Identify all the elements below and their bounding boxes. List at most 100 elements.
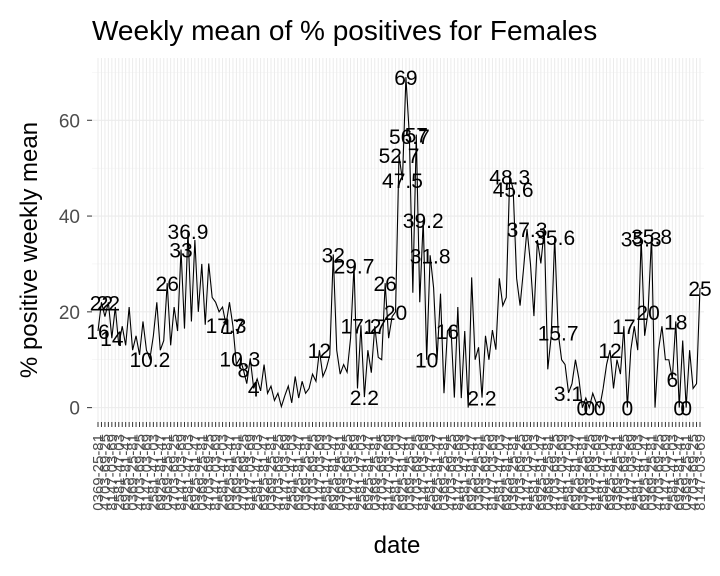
x-tick-label: 8147-03-69 [346, 434, 363, 511]
x-tick-label: 6925-81-47 [221, 434, 238, 511]
data-label: 17 [221, 316, 244, 339]
x-tick-label: 6925-81-47 [464, 434, 481, 511]
data-label: 0 [594, 398, 606, 421]
x-tick-label: 6925-81-47 [671, 434, 688, 511]
x-tick-label: 2581-47-03 [561, 434, 578, 511]
x-tick-label: 8147-03-69 [484, 434, 501, 511]
data-label: 15.7 [538, 322, 579, 345]
data-label: 45.6 [493, 179, 534, 202]
x-tick-label: 8147-03-69 [657, 434, 674, 511]
x-tick-label: 0369-25-81 [228, 434, 245, 511]
x-tick-label: 0369-25-81 [332, 434, 349, 511]
x-tick-label: 2581-47-03 [215, 434, 232, 511]
data-label: 16 [436, 321, 459, 344]
x-tick-label: 4703-69-25 [132, 434, 149, 511]
x-tick-label: 0369-25-81 [574, 434, 591, 511]
data-label: 20 [384, 302, 407, 325]
data-label: 0 [622, 398, 634, 421]
x-tick-label: 6925-81-47 [187, 434, 204, 511]
x-tick-label: 6925-81-47 [256, 434, 273, 511]
x-tick-label: 2581-47-03 [388, 434, 405, 511]
data-label: 0 [583, 398, 595, 421]
data-label: 20 [636, 302, 659, 325]
y-tick-label: 20 [59, 303, 80, 324]
data-label: 17.3 [206, 315, 247, 338]
data-label: 22 [97, 292, 120, 315]
data-label: 33 [169, 240, 192, 263]
x-tick-label: 2581-47-03 [318, 434, 335, 511]
x-tick-label: 2581-47-03 [111, 434, 128, 511]
data-label: 52.7 [379, 145, 420, 168]
x-axis-tick-labels: 0369-25-814703-69-258147-03-692581-47-03… [90, 434, 709, 511]
chart-title: Weekly mean of % positives for Females [92, 15, 597, 46]
x-tick-label: 6925-81-47 [429, 434, 446, 511]
x-tick-label: 8147-03-69 [242, 434, 259, 511]
x-tick-label: 2581-47-03 [145, 434, 162, 511]
x-tick-label: 0369-25-81 [194, 434, 211, 511]
data-label: 37.3 [507, 219, 548, 242]
data-label: 17 [363, 316, 386, 339]
data-label: 10 [415, 350, 438, 373]
data-label: 12 [308, 340, 331, 363]
x-tick-label: 4703-69-25 [166, 434, 183, 511]
x-tick-label: 8147-03-69 [415, 434, 432, 511]
x-tick-label: 2581-47-03 [630, 434, 647, 511]
y-tick-label: 60 [59, 111, 80, 132]
x-tick-label: 4703-69-25 [235, 434, 252, 511]
x-tick-label: 8147-03-69 [381, 434, 398, 511]
data-label: 35.8 [631, 226, 672, 249]
x-tick-label: 4703-69-25 [581, 434, 598, 511]
x-tick-label: 0369-25-81 [540, 434, 557, 511]
x-tick-label: 2581-47-03 [595, 434, 612, 511]
data-label: 57 [405, 125, 428, 148]
x-tick-label: 0369-25-81 [678, 434, 695, 511]
y-tick-label: 40 [59, 207, 80, 228]
data-label: 0 [673, 398, 685, 421]
x-tick-label: 6925-81-47 [637, 434, 654, 511]
data-label: 0 [680, 398, 692, 421]
data-label: 12 [598, 340, 621, 363]
x-tick-label: 2581-47-03 [491, 434, 508, 511]
series-layer [97, 77, 701, 410]
x-tick-label: 8147-03-69 [692, 434, 709, 511]
data-label: 17 [612, 316, 635, 339]
data-label: 35.3 [621, 229, 662, 252]
x-tick-label: 0369-25-81 [471, 434, 488, 511]
x-tick-label: 8147-03-69 [104, 434, 121, 511]
data-label: 14 [100, 328, 124, 351]
x-tick-label: 0369-25-81 [436, 434, 453, 511]
data-label: 48.3 [489, 166, 530, 189]
data-label: 10.3 [219, 348, 260, 371]
x-tick-label: 2581-47-03 [457, 434, 474, 511]
data-label: 31.8 [410, 245, 451, 268]
x-tick-label: 8147-03-69 [450, 434, 467, 511]
x-tick-label: 6925-81-47 [602, 434, 619, 511]
x-tick-label: 4703-69-25 [97, 434, 114, 511]
x-tick-label: 2581-47-03 [180, 434, 197, 511]
data-label: 26 [156, 273, 179, 296]
x-tick-label: 8147-03-69 [519, 434, 536, 511]
x-tick-label: 2581-47-03 [422, 434, 439, 511]
data-label: 17.2 [341, 315, 382, 338]
x-axis-title: date [374, 532, 421, 559]
y-axis: 0 20 40 60 [59, 111, 92, 420]
x-tick-label: 8147-03-69 [208, 434, 225, 511]
x-tick-label: 2581-47-03 [664, 434, 681, 511]
x-tick-label: 6925-81-47 [360, 434, 377, 511]
x-tick-label: 6925-81-47 [394, 434, 411, 511]
y-axis-title: % positive weekly mean [16, 122, 43, 378]
x-tick-label: 4703-69-25 [408, 434, 425, 511]
x-tick-label: 4703-69-25 [305, 434, 322, 511]
data-label: 22 [90, 292, 113, 315]
x-tick-label: 0369-25-81 [367, 434, 384, 511]
x-tick-label: 0369-25-81 [505, 434, 522, 511]
x-tick-label: 8147-03-69 [311, 434, 328, 511]
x-tick-label: 6925-81-47 [325, 434, 342, 511]
data-label: 4 [248, 378, 260, 401]
x-tick-label: 4703-69-25 [616, 434, 633, 511]
data-label: 25 [688, 278, 711, 301]
y-tick-label: 0 [69, 399, 80, 420]
data-label: 35.6 [534, 227, 575, 250]
data-label: 26 [373, 273, 396, 296]
